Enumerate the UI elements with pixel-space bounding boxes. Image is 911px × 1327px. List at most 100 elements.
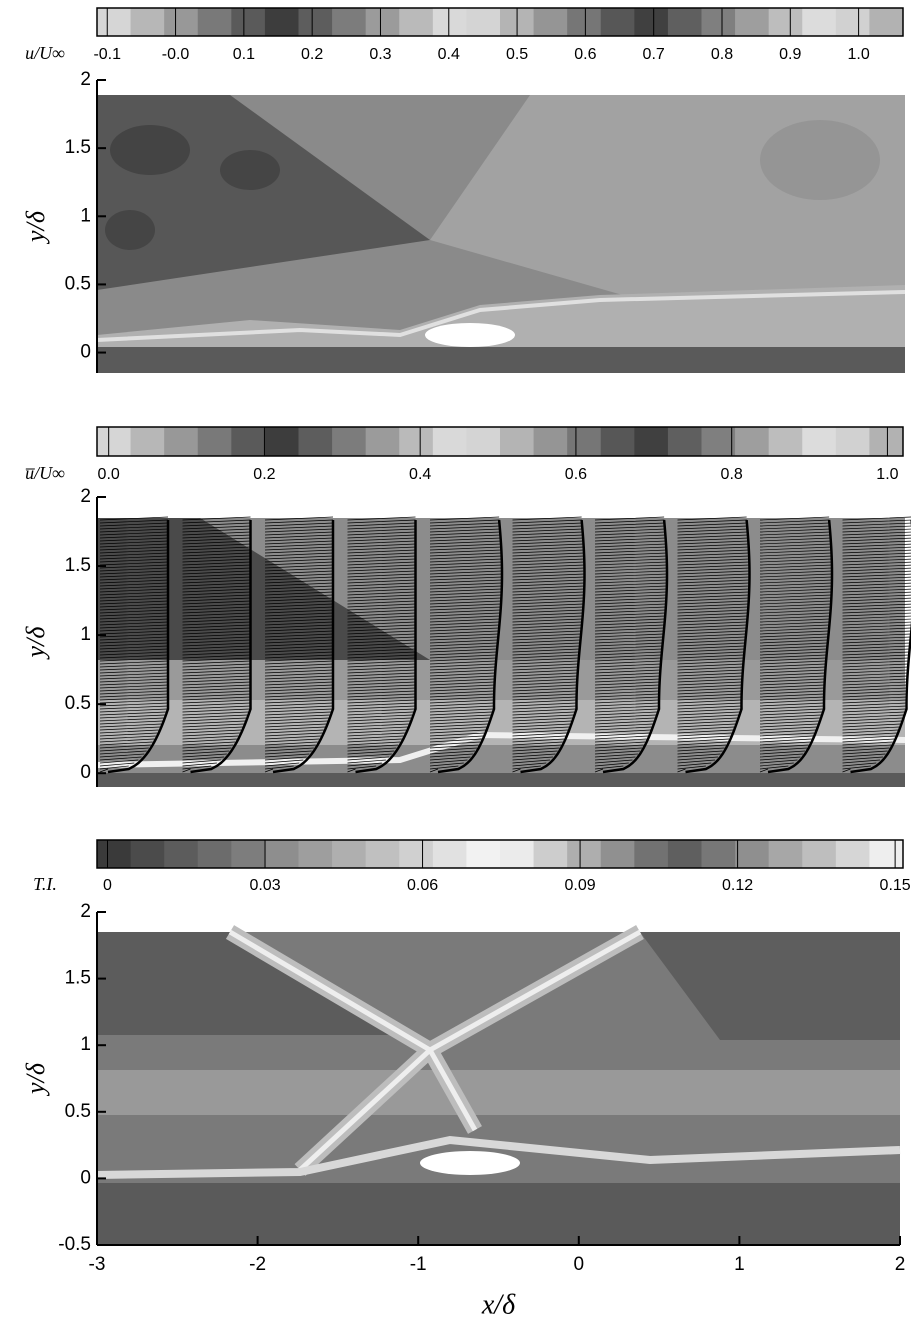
colorbar-segment bbox=[432, 840, 467, 868]
colorbar-tick-label: 0.06 bbox=[407, 877, 438, 894]
colorbar-segment bbox=[466, 427, 501, 456]
vector-envelope bbox=[355, 520, 417, 774]
vector-envelope bbox=[850, 520, 911, 774]
colorbar-segment bbox=[835, 427, 870, 456]
vector-envelope bbox=[272, 520, 335, 774]
colorbar-segment bbox=[634, 8, 669, 36]
colorbar-segment bbox=[701, 427, 736, 456]
colorbar-segment bbox=[600, 8, 635, 36]
colorbar-frame bbox=[96, 839, 904, 869]
colorbar-segment bbox=[130, 840, 165, 868]
vector-profile bbox=[842, 516, 911, 773]
x-tick-label: -2 bbox=[249, 1254, 266, 1275]
colorbar-tick-label: 0.03 bbox=[249, 877, 280, 894]
colorbar-tick-label: 1.0 bbox=[847, 46, 869, 63]
colorbar-tick-label: 0.6 bbox=[574, 46, 596, 63]
colorbar-segment bbox=[735, 8, 770, 36]
x-tick-label: 2 bbox=[895, 1254, 906, 1275]
vector-profile bbox=[677, 516, 750, 773]
colorbar-frame bbox=[96, 7, 904, 37]
colorbar-segment bbox=[298, 840, 333, 868]
vector-profile bbox=[182, 516, 251, 773]
colorbar-tick-label: 0.8 bbox=[711, 46, 733, 63]
colorbar-segment bbox=[533, 427, 568, 456]
colorbar-segment bbox=[365, 840, 400, 868]
colorbar-tick-label: 0.09 bbox=[565, 877, 596, 894]
colorbar-segment bbox=[432, 8, 467, 36]
colorbar-tick-label: 0.8 bbox=[721, 466, 743, 483]
colorbar-segment bbox=[332, 8, 367, 36]
colorbar-tick-label: 0.5 bbox=[506, 46, 528, 63]
vector-profile bbox=[429, 516, 503, 773]
colorbar-tick-label: 0.0 bbox=[98, 466, 120, 483]
colorbar-segment bbox=[634, 427, 669, 456]
colorbar-frame bbox=[96, 426, 904, 457]
vector-profile bbox=[759, 516, 833, 773]
colorbar-segment bbox=[802, 427, 837, 456]
colorbar-segment bbox=[97, 427, 132, 456]
colorbar-segment bbox=[533, 8, 568, 36]
y-tick-label: 0.5 bbox=[65, 273, 91, 294]
colorbar-segment bbox=[802, 840, 837, 868]
colorbar-segment bbox=[164, 8, 199, 36]
y-tick-label: 2 bbox=[80, 901, 91, 922]
vector-envelope bbox=[107, 520, 170, 774]
colorbar-segment bbox=[164, 427, 199, 456]
colorbar-segment bbox=[735, 427, 770, 456]
colorbar-tick-label: -0.0 bbox=[162, 46, 190, 63]
colorbar-tick-label: 0.15 bbox=[880, 877, 911, 894]
colorbar-tick-label: 0.2 bbox=[301, 46, 323, 63]
colorbar-segment bbox=[500, 840, 535, 868]
contour-field bbox=[96, 95, 906, 373]
y-tick-label: 2 bbox=[80, 486, 91, 507]
colorbar-segment bbox=[768, 840, 803, 868]
colorbar-segment bbox=[332, 427, 367, 456]
y-tick-label: 2 bbox=[80, 69, 91, 90]
colorbar-tick-label: 0 bbox=[103, 877, 112, 894]
vector-profile bbox=[264, 516, 334, 773]
colorbar-segment bbox=[869, 840, 904, 868]
colorbar-segment bbox=[264, 427, 299, 456]
colorbar-segment bbox=[701, 8, 736, 36]
colorbar-segment bbox=[231, 8, 266, 36]
colorbar-label: u/U∞ bbox=[25, 43, 65, 63]
colorbar-segment bbox=[667, 8, 702, 36]
contour-field bbox=[96, 925, 901, 1245]
colorbar-tick-label: 0.4 bbox=[438, 46, 460, 63]
vector-profile bbox=[99, 516, 169, 773]
colorbar-tick-label: 0.4 bbox=[409, 466, 431, 483]
colorbar-segment bbox=[667, 840, 702, 868]
y-tick-label: 1 bbox=[80, 624, 91, 645]
colorbar-segment bbox=[701, 840, 736, 868]
colorbar-tick-label: 0.9 bbox=[779, 46, 801, 63]
colorbar-segment bbox=[466, 8, 501, 36]
vector-envelope bbox=[767, 519, 834, 774]
colorbar-segment bbox=[600, 427, 635, 456]
x-tick-label: 1 bbox=[734, 1254, 745, 1275]
colorbar-segment bbox=[600, 840, 635, 868]
colorbar-segment bbox=[768, 8, 803, 36]
colorbar-segment bbox=[264, 840, 299, 868]
y-tick-label: 1 bbox=[80, 1034, 91, 1055]
y-tick-label: 0 bbox=[80, 762, 91, 783]
vector-envelope bbox=[437, 519, 504, 774]
colorbar-segment bbox=[130, 427, 165, 456]
colorbar-segment bbox=[298, 427, 333, 456]
y-axis-label: y/δ bbox=[21, 210, 50, 245]
colorbar-segment bbox=[231, 840, 266, 868]
colorbar-label: T.I. bbox=[33, 874, 57, 894]
colorbar-segment bbox=[298, 8, 333, 36]
vector-profile bbox=[347, 516, 416, 773]
colorbar-label: u̅/U∞ bbox=[25, 463, 65, 483]
colorbar-tick-label: 0.12 bbox=[722, 877, 753, 894]
colorbar-segment bbox=[399, 8, 434, 36]
x-tick-label: -1 bbox=[410, 1254, 427, 1275]
x-tick-label: -3 bbox=[89, 1254, 106, 1275]
vector-envelope bbox=[190, 520, 252, 774]
x-tick-label: 0 bbox=[574, 1254, 585, 1275]
colorbar-segment bbox=[768, 427, 803, 456]
colorbar-tick-label: 0.3 bbox=[369, 46, 391, 63]
colorbar-segment bbox=[97, 840, 132, 868]
y-axis-label: y/δ bbox=[21, 626, 50, 661]
